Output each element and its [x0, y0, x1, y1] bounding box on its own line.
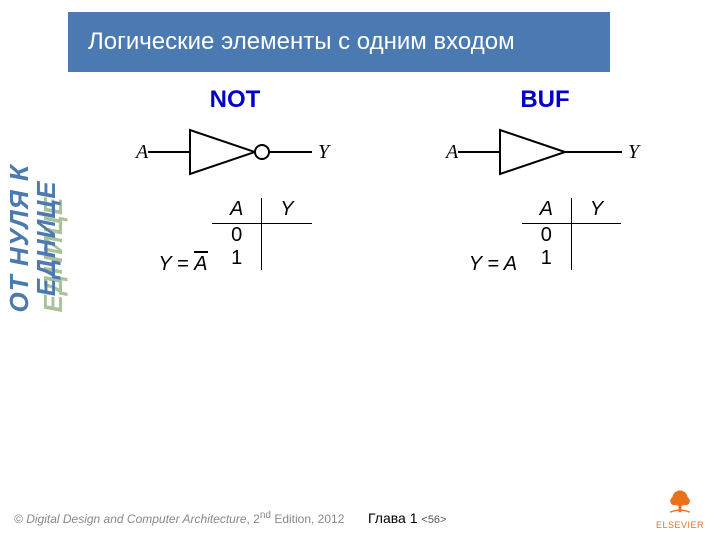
eq-rhs-overline: A — [194, 253, 207, 276]
gate-not-symbol: A Y — [130, 120, 340, 184]
tt-header-y: Y — [262, 198, 312, 224]
gate-buf-symbol: A Y — [440, 120, 650, 184]
eq-rhs: A — [504, 253, 517, 275]
gate-buf-block: BUF A Y Y = A A Y 0 — [420, 86, 670, 288]
sidebar-vertical-text: ЕДНИЦЕ ОТ НУЛЯ К ОТ НУЛЯ К ЕДНИЦЕ — [0, 78, 68, 398]
eq-equals: = — [177, 253, 194, 275]
eq-equals: = — [487, 253, 504, 275]
gate-buf-title: BUF — [420, 86, 670, 114]
tt-header-y: Y — [571, 198, 621, 224]
publisher-logo: ELSEVIER — [656, 487, 704, 530]
tt-header-a: A — [212, 198, 262, 224]
gate-not-truth-table: A Y 0 1 — [212, 198, 312, 270]
gate-buf-truth-table: A Y 0 1 — [522, 198, 622, 270]
gate-buf-equation: Y = A — [469, 253, 517, 276]
gate-buf-input-label: A — [444, 141, 459, 163]
tt-header-a: A — [522, 198, 572, 224]
gate-not-title: NOT — [110, 86, 360, 114]
elsevier-tree-icon — [666, 487, 694, 515]
sidebar-line1: ОТ НУЛЯ К — [6, 164, 33, 312]
slide-title: Логические элементы с одним входом — [88, 28, 515, 56]
table-row: 1 — [212, 247, 312, 270]
publisher-name: ELSEVIER — [656, 520, 704, 530]
gate-not-input-label: A — [134, 141, 149, 163]
page-number: <56> — [421, 514, 446, 526]
gate-not-output-label: Y — [318, 141, 331, 163]
eq-lhs: Y — [469, 253, 482, 275]
chapter-label: Глава 1 <56> — [368, 510, 446, 526]
footer: © Digital Design and Computer Architectu… — [0, 504, 720, 540]
copyright-text: © Digital Design and Computer Architectu… — [14, 510, 344, 526]
gate-buf-output-label: Y — [628, 141, 641, 163]
table-row: 0 — [212, 224, 312, 248]
gate-not-equation: Y = A — [158, 253, 207, 276]
slide-title-bar: Логические элементы с одним входом — [68, 12, 610, 72]
content-area: NOT A Y Y = A A Y 0 — [110, 86, 690, 288]
table-row: 0 — [522, 224, 622, 248]
eq-lhs: Y — [158, 253, 171, 275]
gate-not-block: NOT A Y Y = A A Y 0 — [110, 86, 360, 288]
sidebar-line2: ЕДНИЦЕ — [33, 164, 60, 312]
table-row: 1 — [522, 247, 622, 270]
